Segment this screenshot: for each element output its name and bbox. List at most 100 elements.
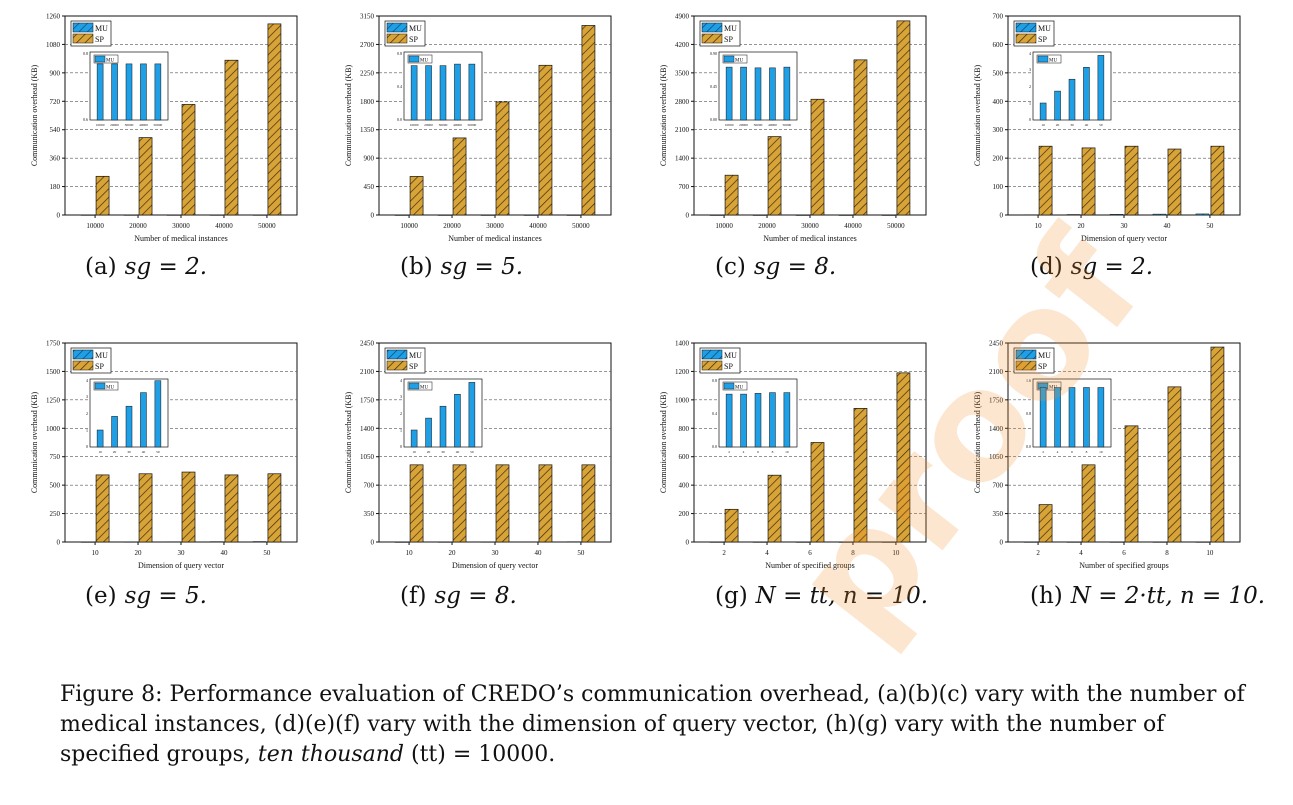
inset-y-tick-label: 0.4: [397, 84, 402, 89]
y-tick-label: 600: [993, 41, 1004, 49]
bar-mu: [209, 214, 224, 216]
inset-y-tick-label: 2: [1029, 84, 1031, 89]
bar-mu: [480, 541, 495, 543]
x-axis-label: Number of specified groups: [1079, 561, 1169, 570]
bar-sp: [1124, 145, 1139, 216]
inset-legend-label: MU: [420, 386, 428, 391]
y-tick-label: 3500: [675, 69, 690, 77]
x-axis-label: Dimension of query vector: [138, 561, 224, 570]
subcaption-g: (g) N = tt, n = 10.: [715, 583, 928, 609]
figure-caption-text: Figure 8: Performance evaluation of CRED…: [60, 682, 1245, 767]
legend-swatch-sp: [1015, 33, 1037, 44]
bar-mu: [80, 541, 95, 543]
inset-bar: [140, 392, 147, 448]
bar-sp: [495, 464, 510, 543]
inset-legend-box: [407, 381, 433, 391]
x-tick-label: 50: [263, 549, 271, 557]
inset-bar: [111, 63, 118, 121]
inset-x-tick-label: 50: [1099, 123, 1103, 127]
subcaption-math: sg = 5.: [124, 583, 207, 609]
x-axis-label: Number of specified groups: [765, 561, 855, 570]
inset-x-tick-label: 20: [427, 450, 431, 454]
y-tick-label: 1350: [360, 126, 375, 134]
inset-bar: [111, 416, 118, 448]
bar-mu: [709, 214, 724, 216]
bar-mu: [394, 541, 409, 543]
y-tick-label: 0: [1000, 539, 1004, 547]
bar-sp: [1081, 464, 1096, 543]
inset-y-tick-label: 0.45: [710, 84, 717, 89]
y-tick-label: 800: [679, 425, 690, 433]
inset-legend-swatch: [408, 382, 420, 390]
x-tick-label: 10: [92, 549, 100, 557]
inset-chart: 0.6 0.8 MU 10000 20000 30000 40000 50000: [83, 51, 169, 127]
inset-y-tick-label: 1.6: [1026, 378, 1031, 383]
inset-x-tick-label: 2: [728, 450, 730, 454]
inset-x-tick-label: 6: [757, 450, 759, 454]
inset-bar: [425, 417, 432, 448]
bar-mu: [1066, 214, 1081, 216]
y-tick-label: 300: [993, 126, 1004, 134]
inset-x-tick-label: 4: [1057, 450, 1059, 454]
bar-mu: [838, 214, 853, 216]
inset-y-tick-label: 0.8: [712, 378, 717, 383]
legend-label-mu: MU: [724, 24, 737, 33]
x-tick-label: 4: [765, 549, 769, 557]
bar-sp: [810, 442, 825, 543]
x-tick-label: 20000: [129, 222, 147, 230]
bar-sp: [1167, 386, 1182, 543]
inset-bar: [454, 394, 461, 448]
inset-bar: [1054, 90, 1061, 121]
y-tick-label: 0: [371, 539, 375, 547]
inset-y-tick-label: 4: [400, 378, 402, 383]
subcaption-b: (b) sg = 5.: [400, 254, 523, 280]
subcaption-e: (e) sg = 5.: [85, 583, 207, 609]
inset-y-tick-label: 3: [86, 394, 88, 399]
inset-bar: [154, 380, 162, 448]
inset-bar: [1068, 78, 1076, 121]
bar-mu: [1066, 541, 1081, 543]
bar-mu: [881, 541, 896, 543]
inset-y-tick-label: 0.90: [710, 51, 717, 56]
x-tick-label: 20: [449, 549, 457, 557]
legend-swatch-mu: [701, 22, 723, 33]
bar-mu: [523, 541, 538, 543]
inset-legend-swatch: [94, 55, 106, 63]
y-tick-label: 1750: [989, 396, 1004, 404]
legend-label-sp: SP: [724, 362, 733, 371]
bar-sp: [896, 20, 911, 216]
inset-x-tick-label: 40000: [768, 123, 777, 127]
y-tick-label: 200: [993, 155, 1004, 163]
legend-label-sp: SP: [1038, 362, 1047, 371]
inset-bar: [754, 67, 762, 121]
inset-y-tick-label: 1: [86, 428, 88, 433]
inset-x-tick-label: 10: [98, 450, 102, 454]
x-tick-label: 20: [135, 549, 143, 557]
inset-x-tick-label: 20000: [110, 123, 119, 127]
bar-mu: [1152, 213, 1167, 216]
y-tick-label: 700: [993, 13, 1004, 21]
subcaption-d: (d) sg = 2.: [1030, 254, 1153, 280]
inset-x-tick-label: 10: [785, 450, 789, 454]
inset-x-tick-label: 20: [1056, 123, 1060, 127]
bar-sp: [581, 464, 596, 543]
inset-x-tick-label: 4: [743, 450, 745, 454]
y-tick-label: 1400: [675, 340, 690, 348]
x-tick-label: 10: [1035, 222, 1043, 230]
y-tick-label: 1200: [675, 368, 690, 376]
figure-caption-italic: ten thousand: [257, 742, 405, 767]
bar-sp: [538, 64, 553, 216]
legend-swatch-sp: [386, 360, 408, 371]
figure-caption-tail: (tt) = 10000.: [404, 742, 556, 767]
inset-y-tick-label: 0: [1029, 117, 1031, 122]
bar-mu: [1109, 541, 1124, 543]
bar-mu: [566, 214, 581, 216]
x-tick-label: 40: [1163, 222, 1171, 230]
x-tick-label: 10000: [86, 222, 104, 230]
x-tick-label: 8: [1165, 549, 1169, 557]
inset-x-tick-label: 50000: [154, 123, 163, 127]
y-tick-label: 200: [679, 510, 690, 518]
inset-y-tick-label: 4: [1029, 51, 1031, 56]
x-tick-label: 30000: [486, 222, 504, 230]
